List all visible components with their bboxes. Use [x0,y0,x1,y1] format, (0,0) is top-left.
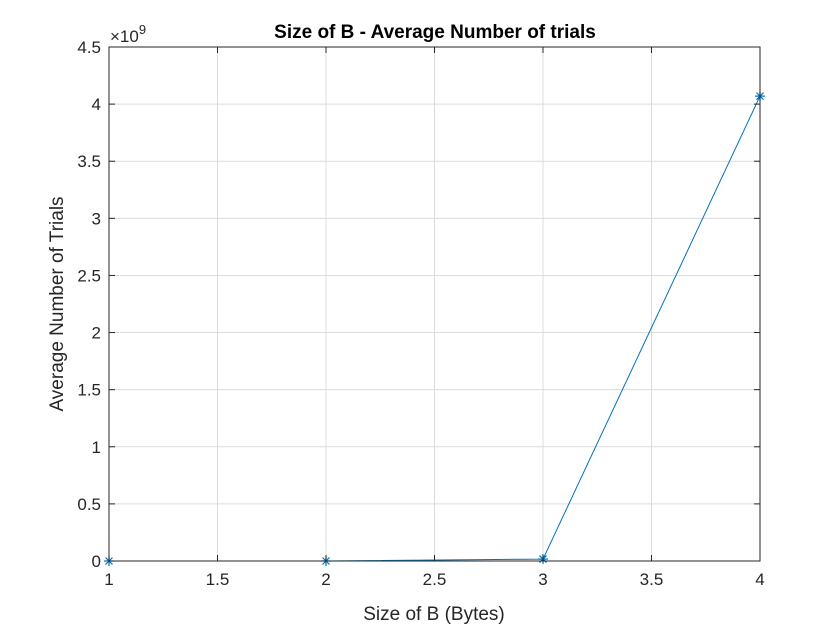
x-tick-label: 2 [321,570,330,589]
y-tick-label: 2.5 [77,266,101,285]
x-tick-label: 2.5 [423,570,447,589]
y-exponent-power: 9 [139,22,146,37]
y-tick-label: 4 [92,95,101,114]
y-tick-label: 4.5 [77,38,101,57]
y-tick-label: 0.5 [77,495,101,514]
y-tick-label: 3.5 [77,152,101,171]
chart-title: Size of B - Average Number of trials [274,22,596,43]
y-tick-label: 3 [92,209,101,228]
x-tick-label: 3 [538,570,547,589]
x-axis-label: Size of B (Bytes) [363,604,505,625]
y-tick-label: 1.5 [77,381,101,400]
tick-labels: 1 1.5 2 2.5 3 3.5 4 0 0.5 1 1.5 2 2.5 3 3.5 4 4.5 [77,38,764,589]
x-tick-label: 4 [755,570,764,589]
y-tick-label: 0 [92,552,101,571]
y-tick-label: 2 [92,324,101,343]
y-exponent-label: ×109 [110,22,146,46]
x-tick-label: 1.5 [206,570,230,589]
y-tick-label: 1 [92,438,101,457]
x-tick-label: 3.5 [640,570,664,589]
y-exponent-base: ×10 [110,27,139,46]
x-tick-label: 1 [104,570,113,589]
ticks [108,46,761,562]
y-axis-label: Average Number of Trials [47,196,68,411]
